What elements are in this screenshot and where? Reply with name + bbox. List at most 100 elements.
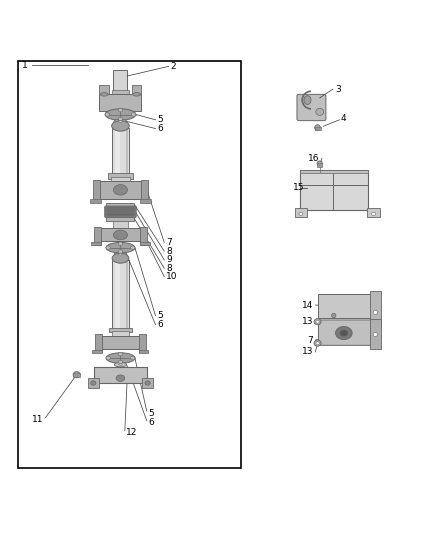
Text: 6: 6 (158, 124, 163, 133)
Text: 6: 6 (158, 320, 163, 329)
Bar (315, 127, 321, 130)
Ellipse shape (73, 372, 80, 378)
Bar (90, 199, 101, 203)
Ellipse shape (118, 121, 123, 122)
Text: 12: 12 (126, 429, 138, 438)
Ellipse shape (131, 356, 135, 360)
Ellipse shape (118, 360, 123, 364)
Bar (111, 177, 130, 182)
Ellipse shape (299, 213, 303, 215)
Ellipse shape (118, 250, 123, 253)
Text: 4: 4 (341, 115, 346, 124)
Bar (91, 243, 101, 246)
Ellipse shape (316, 108, 324, 115)
Bar (141, 180, 148, 202)
Text: 13: 13 (302, 348, 313, 357)
Bar (109, 328, 132, 332)
Ellipse shape (145, 381, 150, 385)
Bar (140, 199, 151, 203)
Bar (317, 163, 322, 167)
Bar (112, 332, 129, 336)
Bar (115, 261, 120, 329)
FancyBboxPatch shape (297, 94, 326, 120)
Ellipse shape (106, 353, 135, 364)
Ellipse shape (118, 352, 123, 356)
Bar (93, 180, 100, 202)
Bar (370, 290, 381, 326)
Bar (95, 334, 102, 352)
Bar (94, 367, 147, 383)
Ellipse shape (371, 213, 375, 215)
Bar (132, 85, 141, 94)
Ellipse shape (106, 356, 110, 360)
Ellipse shape (304, 96, 311, 104)
Ellipse shape (336, 327, 352, 340)
Text: 6: 6 (148, 418, 154, 427)
Text: 7: 7 (166, 238, 172, 247)
Bar (139, 350, 148, 353)
Text: 3: 3 (335, 85, 341, 94)
Text: 8: 8 (166, 264, 172, 273)
Bar (126, 128, 128, 176)
Text: 9: 9 (166, 255, 172, 264)
Bar (88, 378, 99, 388)
Ellipse shape (118, 117, 123, 120)
Ellipse shape (106, 246, 110, 249)
Text: 14: 14 (302, 301, 313, 310)
Bar (99, 336, 142, 349)
FancyBboxPatch shape (105, 206, 136, 217)
Ellipse shape (314, 319, 321, 325)
Text: 10: 10 (166, 272, 178, 281)
Bar (126, 261, 128, 329)
Ellipse shape (113, 230, 127, 240)
Text: 16: 16 (308, 154, 320, 163)
Bar (106, 216, 134, 221)
Bar (295, 208, 307, 217)
Bar (99, 94, 141, 111)
Bar (112, 128, 129, 177)
Ellipse shape (119, 254, 122, 255)
Bar (108, 173, 133, 179)
Ellipse shape (316, 342, 319, 345)
Ellipse shape (114, 119, 127, 124)
Text: 5: 5 (158, 115, 163, 124)
Bar (300, 170, 368, 209)
Text: 8: 8 (166, 247, 172, 256)
Bar (113, 70, 127, 91)
Text: 2: 2 (171, 62, 177, 71)
Text: 5: 5 (148, 409, 154, 418)
Bar (73, 374, 80, 377)
Bar (113, 221, 128, 229)
Bar (94, 227, 101, 245)
Bar (318, 294, 379, 318)
Bar (96, 181, 145, 199)
Bar (106, 203, 134, 207)
Text: 13: 13 (302, 317, 313, 326)
Ellipse shape (114, 362, 127, 367)
Text: 11: 11 (32, 415, 44, 424)
Bar (99, 85, 109, 94)
Ellipse shape (133, 93, 141, 96)
Ellipse shape (106, 243, 135, 253)
Ellipse shape (332, 313, 336, 318)
Bar (300, 170, 368, 173)
Bar (115, 128, 120, 176)
Ellipse shape (119, 364, 122, 365)
Ellipse shape (116, 375, 125, 382)
Bar (18, 61, 241, 468)
Ellipse shape (131, 246, 135, 249)
Bar (140, 227, 147, 245)
Ellipse shape (100, 93, 108, 96)
Ellipse shape (314, 340, 321, 346)
Ellipse shape (105, 113, 110, 116)
Ellipse shape (316, 320, 319, 323)
Text: 1: 1 (22, 61, 28, 69)
Ellipse shape (131, 113, 136, 116)
Ellipse shape (91, 381, 96, 385)
Ellipse shape (118, 242, 123, 246)
Bar (92, 350, 102, 353)
Bar (140, 243, 150, 246)
Ellipse shape (340, 330, 348, 336)
Text: 7: 7 (307, 336, 313, 344)
Ellipse shape (114, 252, 127, 256)
